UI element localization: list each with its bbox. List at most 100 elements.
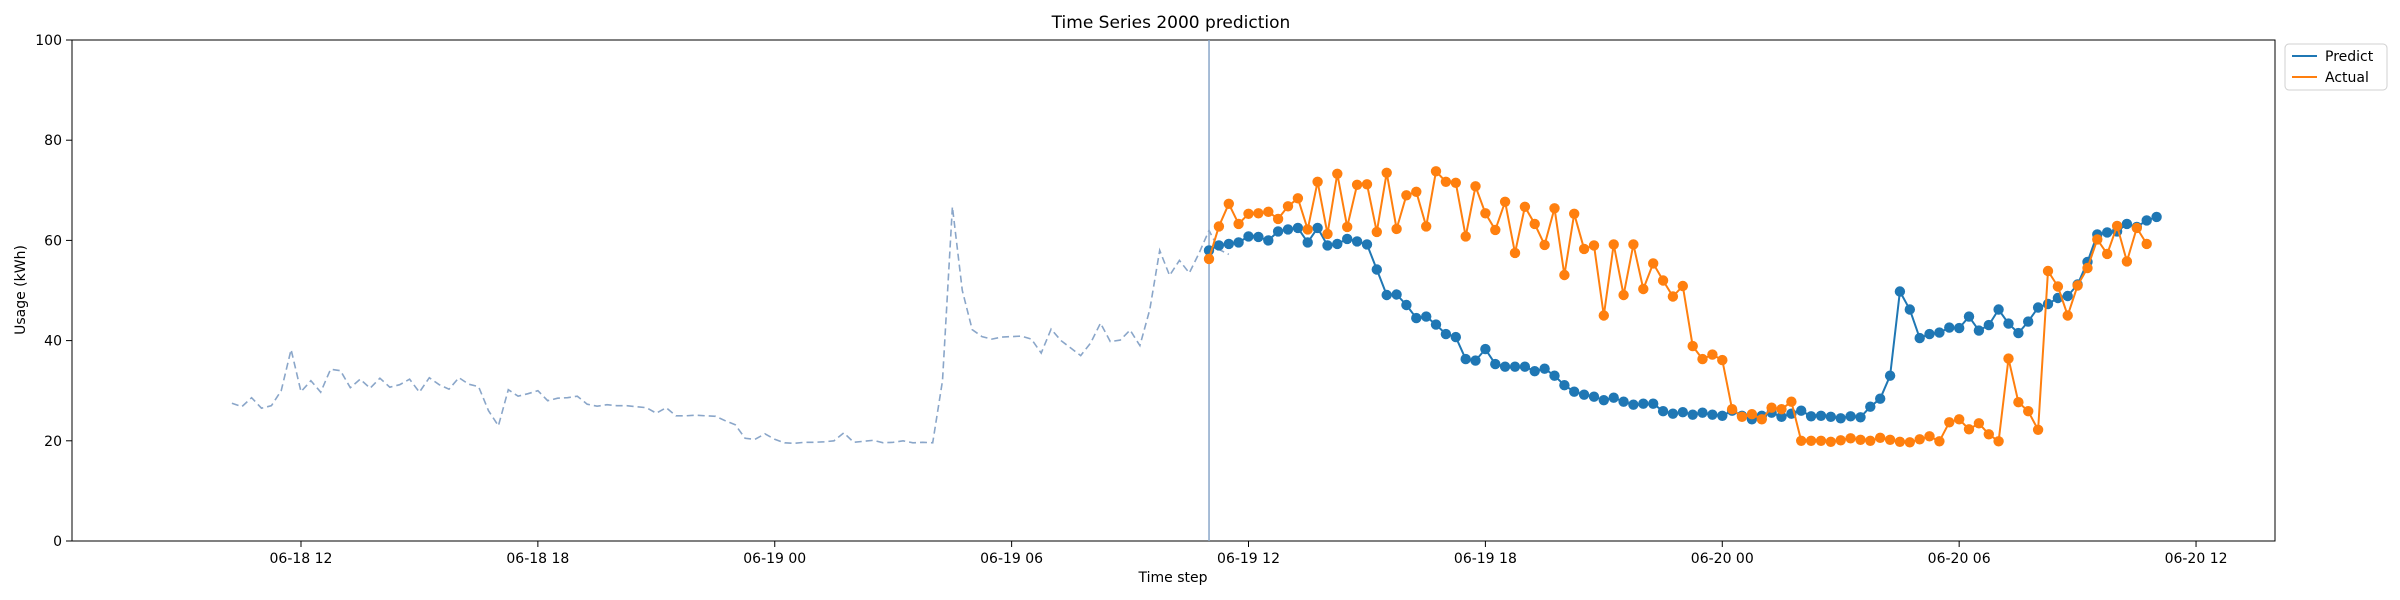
data-point-predict bbox=[1598, 395, 1610, 406]
data-point-predict bbox=[1302, 237, 1313, 248]
data-point-predict bbox=[1421, 311, 1432, 322]
data-point-actual bbox=[1519, 201, 1531, 212]
data-point-predict bbox=[1855, 412, 1866, 423]
data-point-predict bbox=[1875, 393, 1886, 404]
data-point-actual bbox=[1272, 213, 1284, 225]
data-point-actual bbox=[1766, 402, 1777, 413]
data-point-predict bbox=[1391, 289, 1402, 300]
plot-area bbox=[71, 39, 2276, 542]
data-point-predict bbox=[1529, 366, 1540, 377]
data-point-predict bbox=[1539, 363, 1550, 374]
data-point-predict bbox=[1460, 353, 1471, 365]
legend: Predict Actual bbox=[2284, 43, 2388, 91]
data-point-actual bbox=[1707, 349, 1718, 360]
data-point-actual bbox=[1233, 218, 1244, 230]
data-point-predict bbox=[1578, 389, 1590, 400]
data-point-actual bbox=[1470, 181, 1481, 192]
x-tick-label: 06-18 18 bbox=[506, 551, 569, 567]
data-point-actual bbox=[2121, 256, 2133, 267]
data-point-actual bbox=[2003, 353, 2014, 364]
data-point-predict bbox=[1884, 370, 1896, 381]
data-point-predict bbox=[1411, 312, 1422, 324]
data-point-actual bbox=[1865, 435, 1876, 446]
data-point-predict bbox=[2151, 211, 2162, 223]
data-point-actual bbox=[1805, 435, 1817, 446]
data-point-actual bbox=[1223, 198, 1235, 209]
data-point-predict bbox=[1559, 380, 1570, 391]
data-point-actual bbox=[1648, 258, 1659, 269]
data-point-actual bbox=[1667, 291, 1679, 302]
data-point-actual bbox=[1539, 239, 1550, 251]
data-point-actual bbox=[1904, 437, 1916, 448]
data-point-predict bbox=[1401, 299, 1412, 311]
data-point-actual bbox=[1983, 429, 1995, 440]
data-point-predict bbox=[1272, 226, 1284, 237]
data-point-actual bbox=[1578, 243, 1590, 255]
data-point-actual bbox=[2023, 406, 2034, 417]
data-point-actual bbox=[1460, 231, 1471, 242]
data-point-actual bbox=[1430, 166, 1442, 177]
data-point-actual bbox=[1914, 434, 1925, 445]
x-tick-label: 06-19 18 bbox=[1454, 551, 1517, 567]
data-point-actual bbox=[1628, 239, 1639, 250]
data-point-actual bbox=[2102, 248, 2113, 260]
data-point-actual bbox=[1243, 208, 1254, 219]
data-point-actual bbox=[1401, 190, 1412, 201]
data-point-actual bbox=[1371, 226, 1383, 238]
x-tick-label: 06-20 06 bbox=[1928, 551, 1991, 567]
data-point-actual bbox=[2042, 265, 2054, 277]
data-point-predict bbox=[1292, 222, 1304, 234]
data-point-actual bbox=[2092, 234, 2103, 245]
data-point-actual bbox=[2131, 222, 2142, 234]
data-point-predict bbox=[1805, 411, 1817, 422]
data-point-predict bbox=[2062, 290, 2073, 302]
data-point-predict bbox=[1332, 238, 1343, 250]
data-point-predict bbox=[1450, 331, 1462, 343]
data-point-actual bbox=[1825, 436, 1837, 447]
data-point-actual bbox=[1845, 433, 1856, 444]
data-point-actual bbox=[1598, 310, 1610, 321]
data-point-predict bbox=[1490, 358, 1501, 370]
data-point-actual bbox=[1381, 167, 1392, 178]
data-point-predict bbox=[1549, 370, 1560, 381]
data-point-actual bbox=[1509, 247, 1521, 259]
x-tick-label: 06-18 12 bbox=[270, 551, 333, 567]
data-point-predict bbox=[2013, 327, 2024, 339]
data-point-actual bbox=[1835, 435, 1846, 446]
data-point-predict bbox=[2042, 298, 2054, 310]
data-point-actual bbox=[2032, 424, 2044, 435]
data-point-actual bbox=[1608, 239, 1619, 250]
data-point-predict bbox=[1509, 361, 1521, 372]
data-point-predict bbox=[1361, 239, 1373, 250]
data-point-actual bbox=[1203, 253, 1215, 265]
data-point-actual bbox=[2141, 238, 2152, 250]
y-tick-label: 100 bbox=[35, 33, 62, 49]
data-point-predict bbox=[1687, 409, 1698, 420]
data-point-predict bbox=[1815, 410, 1827, 421]
data-point-actual bbox=[1618, 289, 1629, 301]
data-point-predict bbox=[1973, 325, 1985, 336]
data-point-predict bbox=[1253, 231, 1264, 243]
data-point-predict bbox=[1865, 401, 1876, 412]
data-point-predict bbox=[2003, 318, 2014, 329]
data-point-actual bbox=[1736, 411, 1748, 422]
data-point-actual bbox=[1292, 193, 1304, 204]
data-point-predict bbox=[1657, 406, 1669, 417]
data-point-actual bbox=[1282, 201, 1294, 212]
data-point-predict bbox=[1440, 328, 1452, 340]
data-point-actual bbox=[1786, 396, 1797, 407]
legend-label-actual: Actual bbox=[2325, 70, 2369, 86]
data-point-predict bbox=[1963, 311, 1975, 322]
data-point-actual bbox=[1954, 414, 1965, 425]
data-point-predict bbox=[1312, 222, 1323, 234]
data-point-actual bbox=[1875, 432, 1886, 443]
data-point-actual bbox=[1391, 223, 1402, 235]
data-point-actual bbox=[1934, 436, 1945, 447]
data-point-actual bbox=[1450, 177, 1462, 188]
history-line bbox=[231, 206, 1230, 445]
y-tick-label: 20 bbox=[44, 434, 62, 450]
data-point-actual bbox=[1855, 434, 1866, 445]
data-point-actual bbox=[2072, 280, 2083, 291]
